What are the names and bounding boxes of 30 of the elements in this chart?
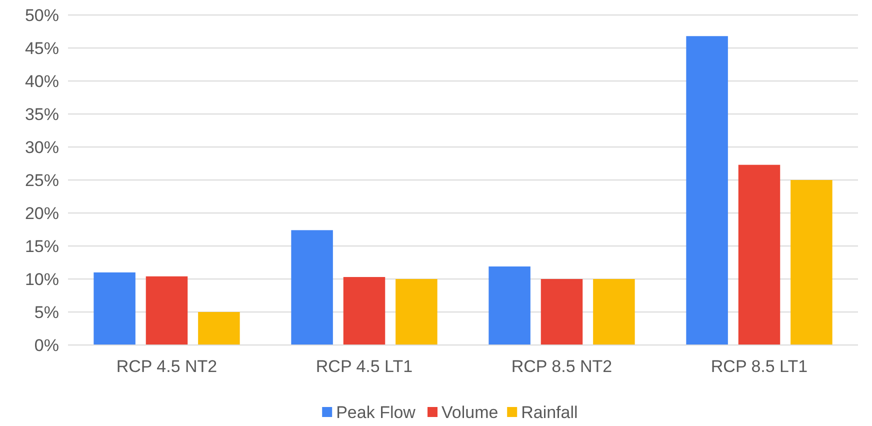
y-tick-label: 0% [34, 336, 59, 355]
y-tick-label: 10% [24, 270, 59, 289]
y-tick-label: 15% [24, 236, 59, 256]
bar [396, 279, 438, 345]
y-tick-label: 50% [24, 6, 59, 25]
y-tick-label: 20% [24, 204, 59, 223]
legend-label: Peak Flow [336, 402, 416, 422]
legend-label: Rainfall [521, 402, 578, 422]
bar [94, 272, 136, 345]
bar [146, 276, 188, 345]
x-tick-label: RCP 8.5 LT1 [710, 357, 808, 376]
bar [198, 312, 240, 345]
x-tick-label: RCP 4.5 NT2 [116, 357, 218, 376]
bar [738, 164, 780, 345]
x-tick-label: RCP 8.5 NT2 [511, 357, 612, 376]
bar [291, 230, 333, 345]
y-tick-label: 25% [24, 170, 59, 190]
bar [686, 36, 728, 345]
bar [790, 180, 832, 345]
legend-label: Volume [442, 402, 498, 422]
y-tick-label: 35% [24, 104, 59, 124]
x-tick-label: RCP 4.5 LT1 [316, 357, 413, 376]
bar [488, 266, 530, 345]
y-tick-label: 45% [24, 38, 59, 58]
y-tick-label: 40% [24, 72, 59, 91]
bar [540, 279, 583, 345]
y-tick-label: 5% [34, 302, 59, 322]
bar [593, 279, 635, 345]
y-tick-label: 30% [24, 138, 59, 157]
bar [343, 277, 386, 345]
